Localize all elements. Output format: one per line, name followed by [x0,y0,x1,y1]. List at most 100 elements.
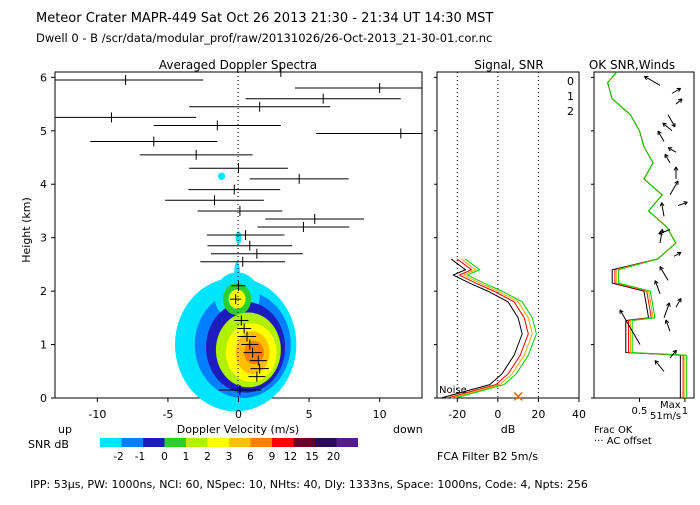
ac-offset-label: ··· AC offset [594,436,652,447]
wind-arrow-head [659,202,665,207]
wind-arrow [675,98,683,105]
x-tick-label: -10 [88,408,106,421]
wind-arrow [659,229,663,244]
snr-x-tick-label: 0 [494,408,501,421]
x-axis-label: Doppler Velocity (m/s) [177,423,299,436]
frac-x-tick-label: 0.5 [632,406,648,417]
legend-value: 2 [204,451,211,463]
legend-swatch [100,438,122,447]
wind-arrow-head [657,130,662,136]
wind-arrow-head [659,228,665,234]
wind-arrow [667,114,676,128]
wind-arrow-head [678,98,683,103]
wind-arrow-head [674,180,679,186]
wind-arrow [654,280,661,294]
wind-arrow [654,360,665,372]
legend-value: 12 [284,451,297,463]
legend-swatch [229,438,251,447]
snr-key-2: 2 [567,105,574,118]
frac-x-tick-label: 1 [682,406,688,417]
wind-arrow-head [659,266,664,271]
x-axis-down-label: down [393,423,423,436]
wind-arrow-head [673,166,679,171]
snr-color-legend: SNR dB -2 -1 0 1 2 3 6 9 12 15 20 [28,438,358,463]
snr-x-tick-label: 20 [531,408,545,421]
wind-arrow [661,202,665,217]
y-tick-label: 1 [40,339,47,352]
legend-swatch [207,438,229,447]
snr-key-0: 0 [567,75,574,88]
ok-frame [593,71,695,399]
snr-profile-line [447,258,529,399]
snr-profile-line [455,258,537,399]
wind-arrow [673,251,682,257]
wind-arrow [663,302,670,319]
wind-arrow-head [643,75,649,81]
signal-title: Signal, SNR [474,58,543,72]
wind-arrow-head [654,360,659,365]
frac-ok-label: Frac OK [594,425,633,436]
wind-arrow-head [654,280,659,285]
y-axis-label: Height (km) [20,197,33,263]
frac-ok-line [607,71,681,398]
legend-swatch [164,438,186,447]
legend-value: 15 [305,451,318,463]
wind-arrow [664,153,671,164]
wind-arrow-head [676,87,682,93]
wind-arrow-head [676,251,682,257]
noise-marker [513,391,523,401]
wind-arrow [669,180,679,196]
ok-title: OK SNR,Winds [589,58,675,72]
wind-arrow [669,349,677,359]
wind-arrow [677,201,688,207]
wind-arrow [671,87,681,94]
wind-arrow [644,75,661,86]
legend-value: -2 [113,451,123,463]
wind-arrow [662,122,673,132]
wind-arrow-head [671,122,676,128]
max-label: Max [660,400,681,411]
snr-contours [174,172,297,412]
x-tick-label: 0 [235,408,242,421]
legend-swatch [121,438,143,447]
wind-arrow-head [666,302,671,307]
header-dwell: Dwell 0 - B /scr/data/modular_prof/raw/2… [36,31,492,45]
snr-key-1: 1 [567,90,574,103]
snr-x-label: dB [501,423,516,436]
wind-arrow-head [662,122,667,127]
wind-arrow-head [619,309,624,314]
legend-value: 1 [183,451,190,463]
snr-x-tick-label: 40 [572,408,586,421]
header-title: Meteor Crater MAPR-449 Sat Oct 26 2013 2… [36,11,493,26]
y-tick-label: 5 [40,125,47,138]
legend-value: 9 [269,451,276,463]
max-value: 51m/s [650,411,681,422]
wind-arrow-head [672,349,677,355]
legend-swatch [186,438,208,447]
legend-value: 20 [327,451,340,463]
spectra-title: Averaged Doppler Spectra [159,58,317,72]
snr-contour [234,261,240,284]
legend-swatch [250,438,272,447]
wind-arrow-head [677,298,682,303]
wind-arrow-head [664,153,669,159]
legend-value: 6 [247,451,254,463]
x-tick-label: -5 [162,408,173,421]
wind-arrow [619,309,641,345]
signal-frame [436,71,580,399]
legend-swatch [143,438,165,447]
legend-swatch [336,438,358,447]
snr-x-tick-label: -20 [448,408,466,421]
legend-swatch [272,438,294,447]
y-tick-label: 6 [40,71,47,84]
wind-arrow [675,298,682,308]
legend-value: 3 [226,451,233,463]
y-tick-label: 2 [40,285,47,298]
y-tick-label: 3 [40,232,47,245]
snr-contour [218,172,226,180]
wind-arrow-head [667,147,673,152]
frac-ok-line [607,71,688,398]
wind-arrow-head [664,319,670,324]
snr-profile-line [440,258,523,399]
